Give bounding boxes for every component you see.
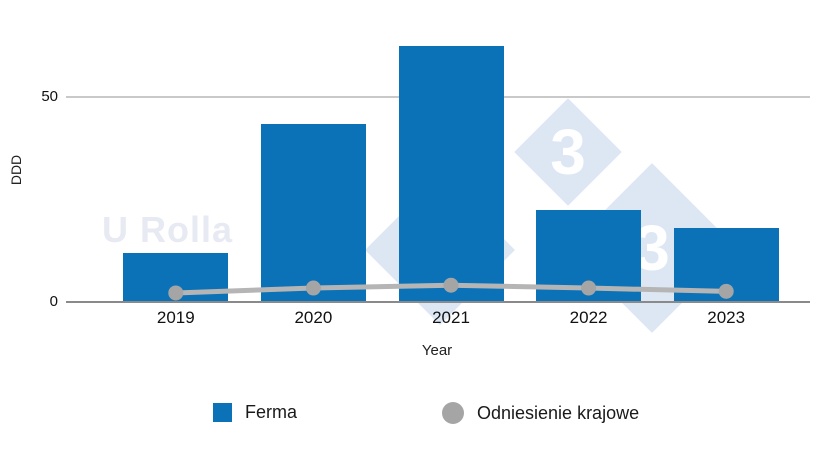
- x-tick-2020: 2020: [294, 308, 333, 327]
- bar-2019[interactable]: [123, 252, 229, 302]
- watermark-text: U Rolla: [102, 209, 234, 250]
- legend-label-odniesienie-krajowe: Odniesienie krajowe: [477, 402, 640, 423]
- x-axis-line: [66, 301, 810, 303]
- x-tick-2019: 2019: [156, 308, 195, 327]
- legend-item-ferma[interactable]: Ferma: [213, 402, 297, 423]
- legend-item-odniesienie-krajowe[interactable]: Odniesienie krajowe: [442, 402, 639, 424]
- legend-label-ferma: Ferma: [245, 402, 298, 422]
- bar-2022[interactable]: [536, 209, 642, 302]
- y-tick-50: 50: [41, 88, 58, 105]
- bar-2020[interactable]: [260, 123, 366, 302]
- watermark-digit-top: 3: [550, 116, 586, 188]
- legend-square-marker: [213, 403, 232, 422]
- bar-2021[interactable]: [398, 45, 504, 302]
- legend-circle-marker: [442, 402, 464, 424]
- x-tick-2023: 2023: [707, 308, 746, 327]
- x-tick-2021: 2021: [432, 308, 470, 327]
- y-tick-0: 0: [49, 293, 58, 310]
- y-axis-title: DDD: [8, 154, 24, 186]
- bar-2023[interactable]: [673, 228, 779, 302]
- x-tick-2022: 2022: [569, 308, 608, 327]
- x-axis-title: Year: [421, 342, 453, 359]
